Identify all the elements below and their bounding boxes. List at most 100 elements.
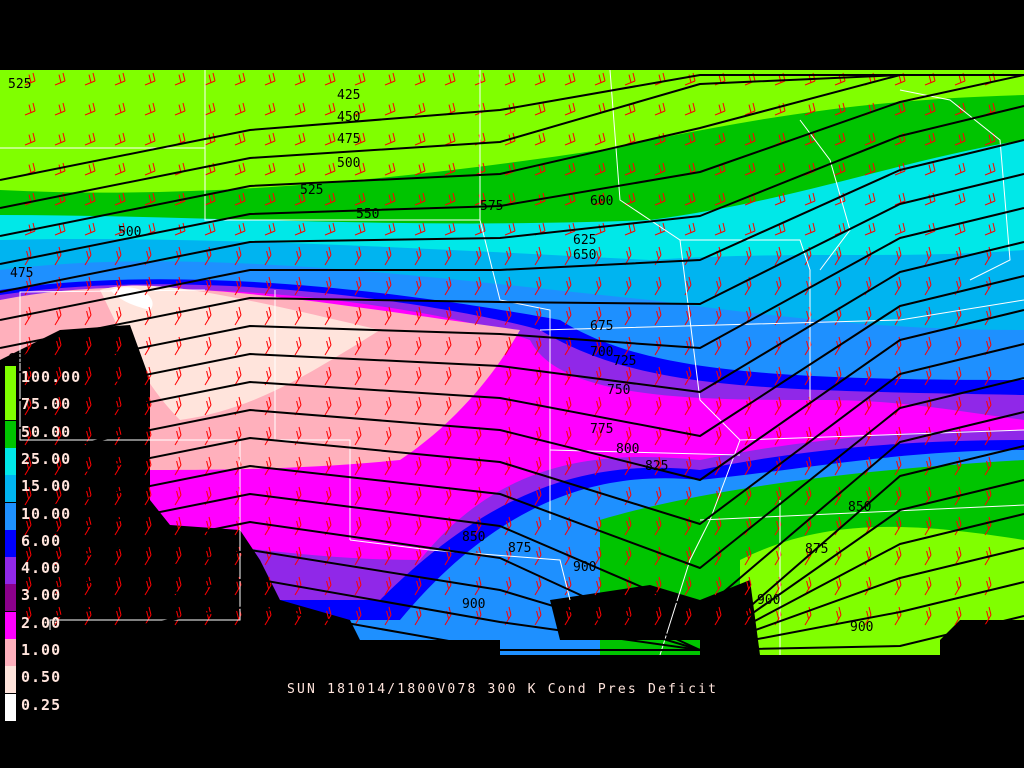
wind-barb bbox=[954, 192, 966, 206]
legend-entry: 3.00 bbox=[5, 584, 80, 612]
contour-label: 600 bbox=[590, 194, 613, 209]
wind-barb bbox=[744, 246, 752, 266]
wind-barb bbox=[474, 276, 482, 296]
legend-label: 6.00 bbox=[21, 531, 62, 550]
wind-barb bbox=[864, 396, 872, 416]
wind-barb bbox=[744, 336, 752, 356]
wind-barb bbox=[144, 132, 156, 146]
wind-barb bbox=[564, 276, 572, 296]
wind-barb bbox=[444, 306, 452, 326]
contour-line bbox=[0, 139, 1024, 321]
wind-barb bbox=[654, 276, 662, 296]
wind-barb bbox=[264, 72, 276, 86]
contour-label: 650 bbox=[573, 248, 596, 263]
wind-barb bbox=[414, 222, 426, 236]
wind-barb bbox=[564, 132, 576, 146]
wind-barb bbox=[84, 192, 96, 206]
wind-barb bbox=[474, 306, 482, 326]
contour-label: 575 bbox=[480, 199, 503, 214]
wind-barb bbox=[384, 426, 392, 446]
masked-area bbox=[940, 620, 1024, 655]
wind-barb bbox=[654, 246, 662, 266]
wind-barb bbox=[84, 336, 92, 356]
wind-barb bbox=[954, 486, 962, 506]
wind-barb bbox=[54, 396, 62, 416]
wind-barb bbox=[354, 576, 362, 596]
boundary-line bbox=[479, 70, 551, 520]
wind-barb bbox=[234, 336, 242, 356]
wind-barb bbox=[324, 162, 336, 176]
wind-barb bbox=[594, 576, 602, 596]
contour-line bbox=[0, 445, 1024, 651]
wind-barb bbox=[294, 516, 302, 536]
contour-line bbox=[0, 275, 1024, 437]
wind-barb bbox=[714, 276, 722, 296]
wind-barb bbox=[204, 306, 212, 326]
wind-barb bbox=[54, 132, 66, 146]
wind-barb bbox=[54, 336, 62, 356]
legend-swatch bbox=[5, 639, 16, 666]
wind-barb bbox=[84, 132, 96, 146]
wind-barb bbox=[294, 102, 306, 116]
wind-barb bbox=[204, 396, 212, 416]
color-legend: 100.00 75.00 50.00 25.00 15.00 10.00 6.00 4.00 3… bbox=[5, 366, 80, 721]
wind-barb bbox=[834, 576, 842, 596]
wind-barb bbox=[204, 72, 216, 86]
wind-barb bbox=[204, 336, 212, 356]
wind-barb bbox=[24, 72, 36, 86]
contour-label: 850 bbox=[462, 530, 485, 545]
wind-barb bbox=[354, 72, 366, 86]
wind-barb bbox=[774, 426, 782, 446]
wind-barb bbox=[954, 546, 962, 566]
wind-barb bbox=[84, 246, 92, 266]
legend-entry: 0.25 bbox=[5, 693, 80, 721]
wind-barb bbox=[294, 456, 302, 476]
legend-entry: 1.00 bbox=[5, 639, 80, 666]
masked-area bbox=[0, 0, 1024, 70]
wind-barb bbox=[984, 606, 992, 626]
wind-barb bbox=[504, 276, 512, 296]
wind-barb bbox=[114, 72, 126, 86]
wind-barb bbox=[774, 246, 782, 266]
wind-barb bbox=[774, 162, 786, 176]
wind-barb bbox=[114, 192, 126, 206]
contour-line bbox=[0, 74, 1024, 237]
contour-label: 900 bbox=[850, 620, 873, 635]
wind-barb bbox=[294, 192, 306, 206]
wind-barb bbox=[324, 366, 332, 386]
legend-label: 3.00 bbox=[21, 586, 62, 605]
wind-barb bbox=[264, 606, 272, 626]
wind-barb bbox=[774, 486, 782, 506]
contour-label: 525 bbox=[8, 77, 31, 92]
legend-entry: 100.00 bbox=[5, 366, 80, 393]
contour-label: 475 bbox=[337, 132, 360, 147]
wind-barb bbox=[984, 192, 996, 206]
wind-barb bbox=[144, 516, 152, 536]
contour-label: 900 bbox=[462, 597, 485, 612]
contour-label: 750 bbox=[607, 383, 630, 398]
wind-barb bbox=[354, 426, 362, 446]
legend-swatch bbox=[5, 584, 16, 612]
contour-label: 550 bbox=[356, 207, 379, 222]
wind-barb bbox=[414, 366, 422, 386]
wind-barb bbox=[114, 222, 126, 236]
wind-barb bbox=[564, 426, 572, 446]
wind-barb bbox=[864, 366, 872, 386]
wind-barb bbox=[594, 396, 602, 416]
wind-barb bbox=[504, 246, 512, 266]
contour-label: 600 bbox=[8, 352, 31, 367]
wind-barb bbox=[354, 162, 366, 176]
wind-barb bbox=[654, 192, 666, 206]
contour-label: 775 bbox=[590, 422, 613, 437]
wind-barb bbox=[84, 72, 96, 86]
wind-barb bbox=[594, 366, 602, 386]
wind-barb bbox=[294, 72, 306, 86]
wind-barb bbox=[684, 366, 692, 386]
wind-barb bbox=[834, 366, 842, 386]
wind-barb bbox=[954, 396, 962, 416]
wind-barb bbox=[174, 456, 182, 476]
wind-barb bbox=[804, 102, 816, 116]
wind-barb bbox=[114, 246, 122, 266]
wind-barb bbox=[654, 306, 662, 326]
wind-barb bbox=[174, 72, 186, 86]
